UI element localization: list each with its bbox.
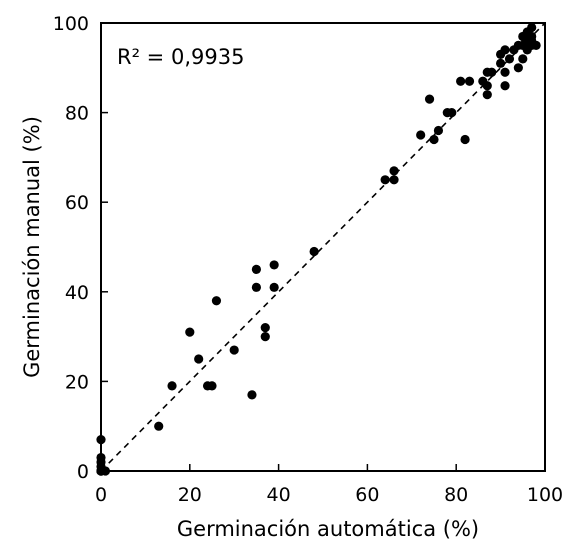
data-point-23 (269, 260, 279, 270)
data-point-41 (487, 67, 497, 77)
x-tick-label-2: 40 (267, 484, 291, 506)
data-point-33 (447, 108, 457, 118)
data-point-52 (518, 54, 528, 64)
data-point-34 (456, 76, 466, 86)
x-tick-label-5: 100 (527, 484, 563, 506)
x-tick-label-0: 0 (95, 484, 107, 506)
data-point-18 (251, 282, 261, 292)
data-point-47 (504, 54, 515, 64)
data-point-46 (500, 45, 510, 55)
x-tick-label-4: 80 (444, 484, 468, 506)
data-point-20 (260, 332, 270, 342)
data-point-10 (167, 381, 177, 391)
data-point-19 (251, 264, 261, 274)
data-point-17 (247, 390, 257, 400)
axis-ticks (100, 22, 546, 472)
y-axis-title: Germinación manual (%) (20, 116, 44, 378)
reference-line (100, 22, 546, 472)
data-point-36 (464, 76, 475, 86)
data-point-45 (500, 67, 510, 77)
data-point-60 (527, 22, 537, 33)
data-point-29 (424, 94, 435, 104)
data-point-39 (482, 90, 492, 100)
data-point-31 (433, 125, 444, 136)
data-point-21 (260, 323, 270, 333)
data-point-42 (496, 58, 506, 68)
data-point-25 (380, 175, 390, 185)
data-point-30 (429, 134, 439, 145)
data-point-15 (211, 296, 222, 306)
y-tick-label-1: 20 (65, 371, 89, 393)
y-tick-label-5: 100 (53, 13, 89, 35)
y-tick-label-4: 80 (65, 103, 89, 125)
data-point-50 (513, 63, 523, 73)
r-squared-annotation: R² = 0,9935 (117, 45, 244, 69)
x-tick-label-3: 60 (355, 484, 379, 506)
plot-area (96, 22, 546, 476)
data-point-61 (531, 40, 541, 51)
x-tick-label-1: 20 (178, 484, 202, 506)
data-point-16 (229, 345, 239, 355)
tick-labels: 0 20 40 60 80 100 0 20 40 60 80 100 (53, 13, 563, 506)
y-tick-label-2: 40 (65, 282, 89, 304)
data-points (96, 22, 541, 476)
data-point-27 (389, 166, 399, 176)
data-point-14 (207, 381, 217, 391)
y-tick-label-3: 60 (65, 192, 89, 214)
data-point-59 (527, 31, 537, 42)
data-point-44 (500, 81, 510, 91)
data-point-9 (154, 421, 164, 431)
data-point-24 (309, 246, 319, 257)
data-point-12 (194, 354, 204, 364)
data-point-22 (269, 282, 279, 292)
data-point-28 (416, 130, 426, 140)
data-point-26 (389, 175, 399, 185)
data-point-11 (185, 327, 195, 337)
data-point-38 (482, 81, 492, 91)
plot-frame (100, 22, 546, 472)
x-axis-title: Germinación automática (%) (177, 517, 479, 541)
data-point-35 (460, 134, 470, 145)
y-tick-label-0: 0 (77, 461, 89, 483)
